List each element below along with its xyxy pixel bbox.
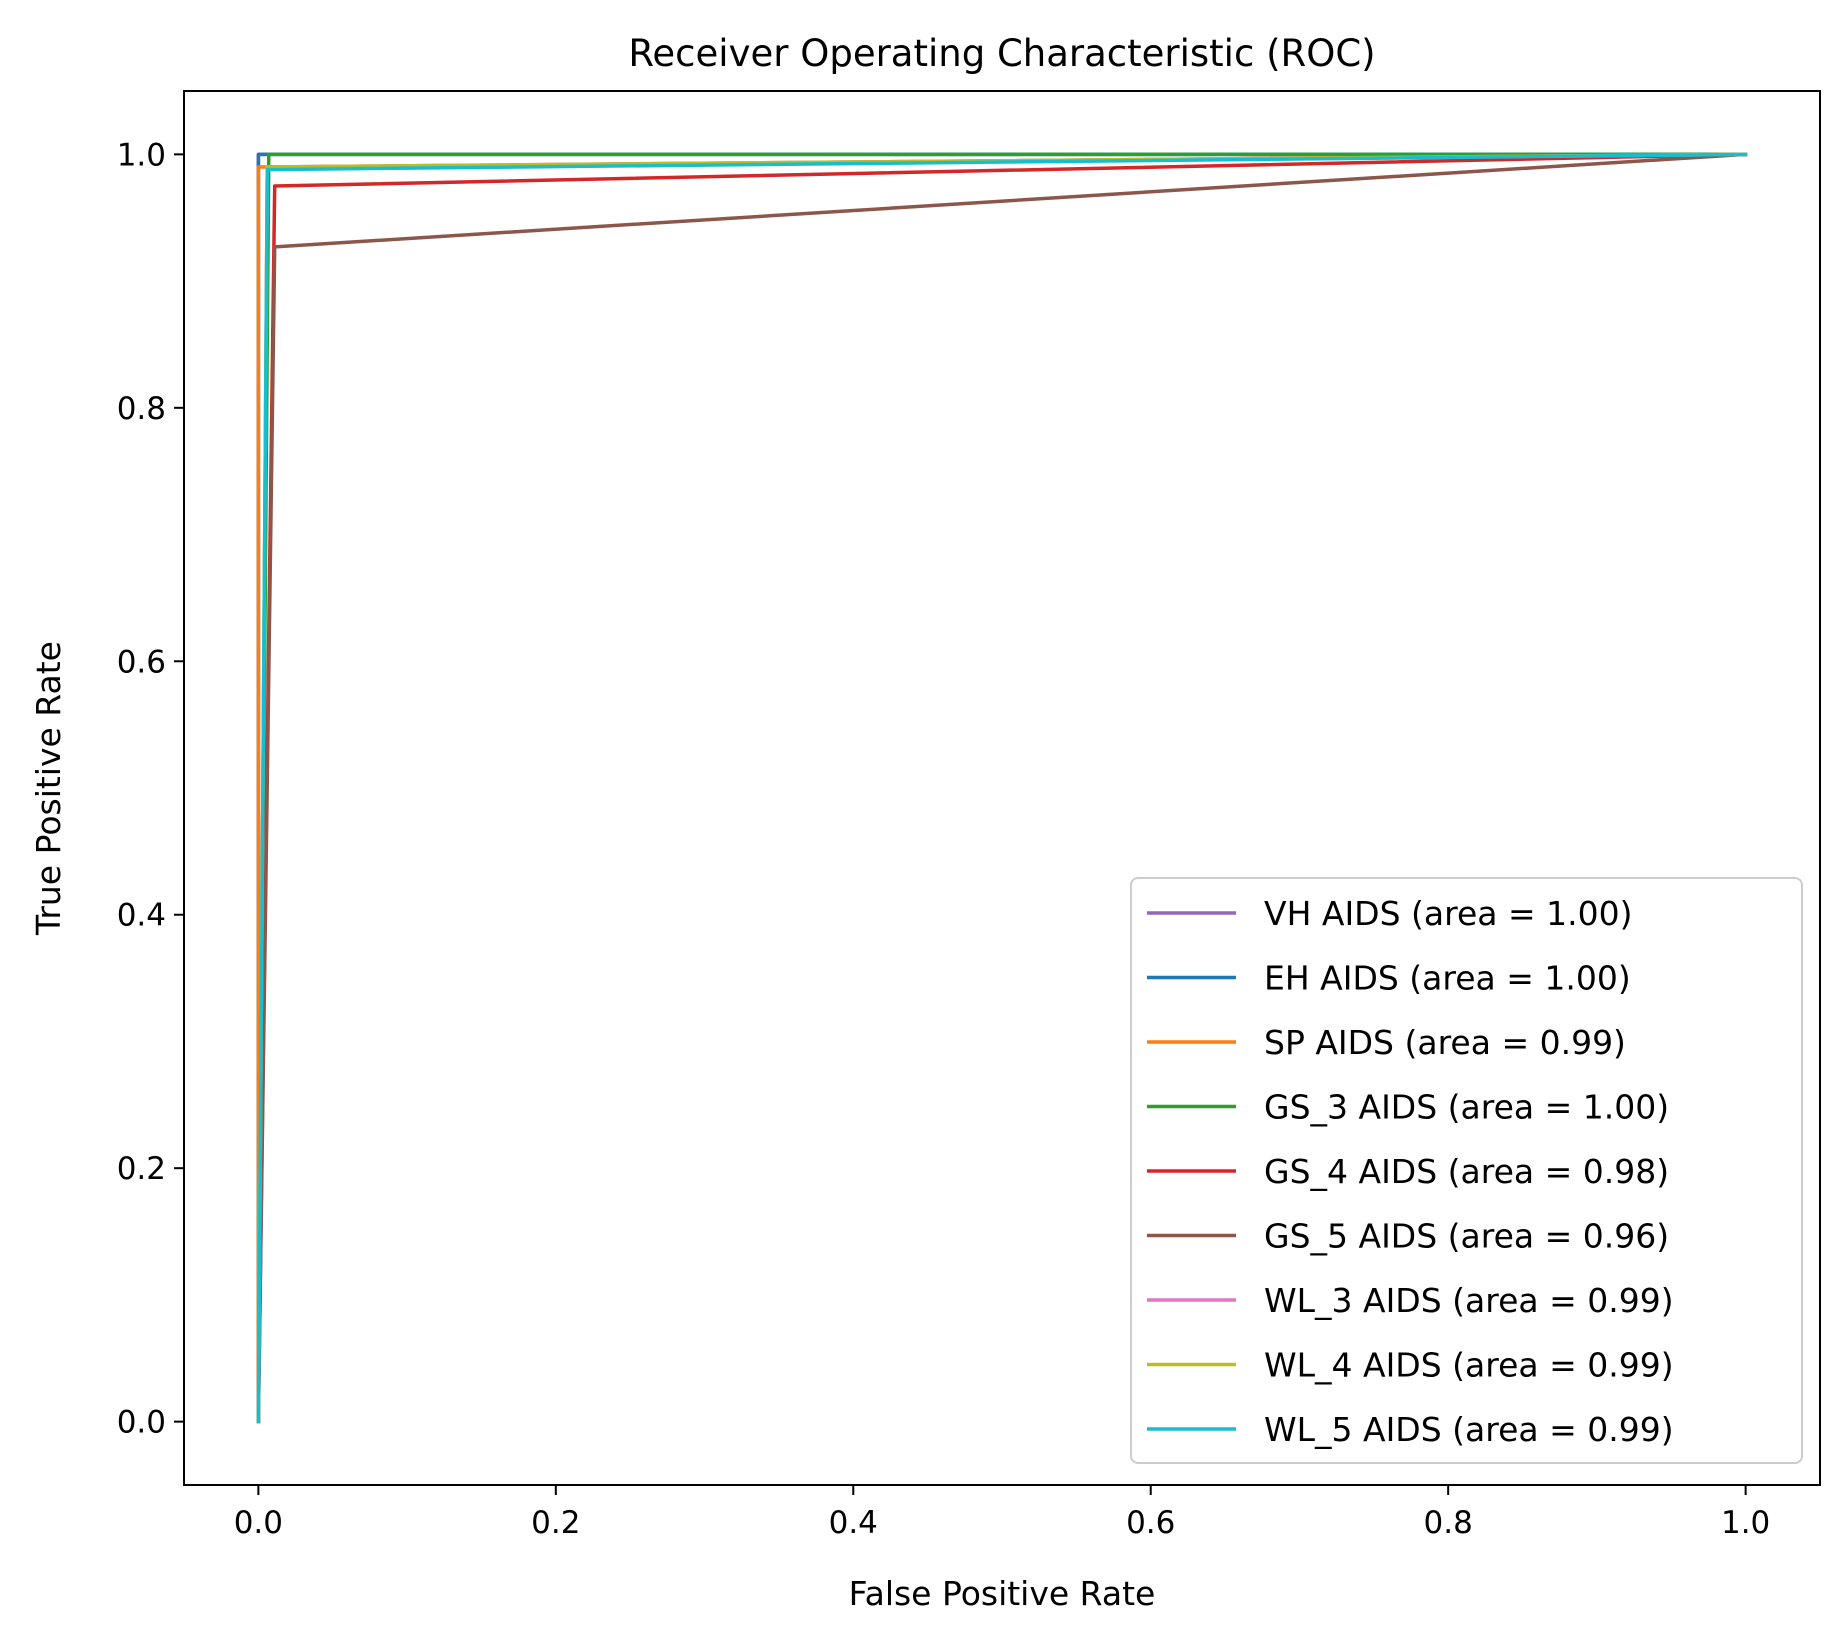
- y-tick-label: 0.4: [117, 898, 166, 934]
- x-tick-label: 1.0: [1721, 1505, 1770, 1541]
- legend-frame: [1130, 877, 1803, 1464]
- y-axis-label: True Positive Rate: [29, 641, 68, 936]
- x-axis: 0.0 0.2 0.4 0.6 0.8 1.0: [234, 1485, 1770, 1541]
- x-tick-label: 0.2: [531, 1505, 580, 1541]
- legend-label-0: VH AIDS (area = 1.00): [1264, 894, 1632, 933]
- legend-label-7: WL_4 AIDS (area = 0.99): [1264, 1346, 1674, 1385]
- legend: VH AIDS (area = 1.00) EH AIDS (area = 1.0…: [1130, 877, 1803, 1464]
- y-tick-label: 0.0: [117, 1405, 166, 1441]
- y-tick-label: 0.2: [117, 1151, 166, 1187]
- series-lines: [256, 152, 1748, 1424]
- y-axis: 0.0 0.2 0.4 0.6 0.8 1.0: [117, 137, 184, 1441]
- chart-title: Receiver Operating Characteristic (ROC): [628, 32, 1375, 75]
- plot-frame: [183, 90, 1821, 1486]
- legend-label-3: GS_3 AIDS (area = 1.00): [1264, 1088, 1669, 1127]
- legend-label-5: GS_5 AIDS (area = 0.96): [1264, 1217, 1669, 1256]
- legend-label-2: SP AIDS (area = 0.99): [1264, 1023, 1626, 1062]
- series-line-5: [256, 152, 1748, 1424]
- x-tick-label: 0.4: [829, 1505, 878, 1541]
- y-tick-label: 0.6: [117, 644, 166, 680]
- x-axis-label: False Positive Rate: [849, 1574, 1156, 1613]
- legend-label-1: EH AIDS (area = 1.00): [1264, 959, 1631, 998]
- y-tick-label: 1.0: [117, 137, 166, 173]
- x-tick-label: 0.8: [1424, 1505, 1473, 1541]
- x-tick-label: 0.6: [1126, 1505, 1175, 1541]
- legend-label-6: WL_3 AIDS (area = 0.99): [1264, 1281, 1674, 1320]
- x-tick-label: 0.0: [234, 1505, 283, 1541]
- y-tick-label: 0.8: [117, 391, 166, 427]
- series-line-8: [256, 152, 1748, 1424]
- legend-label-4: GS_4 AIDS (area = 0.98): [1264, 1152, 1669, 1191]
- legend-label-8: WL_5 AIDS (area = 0.99): [1264, 1410, 1674, 1449]
